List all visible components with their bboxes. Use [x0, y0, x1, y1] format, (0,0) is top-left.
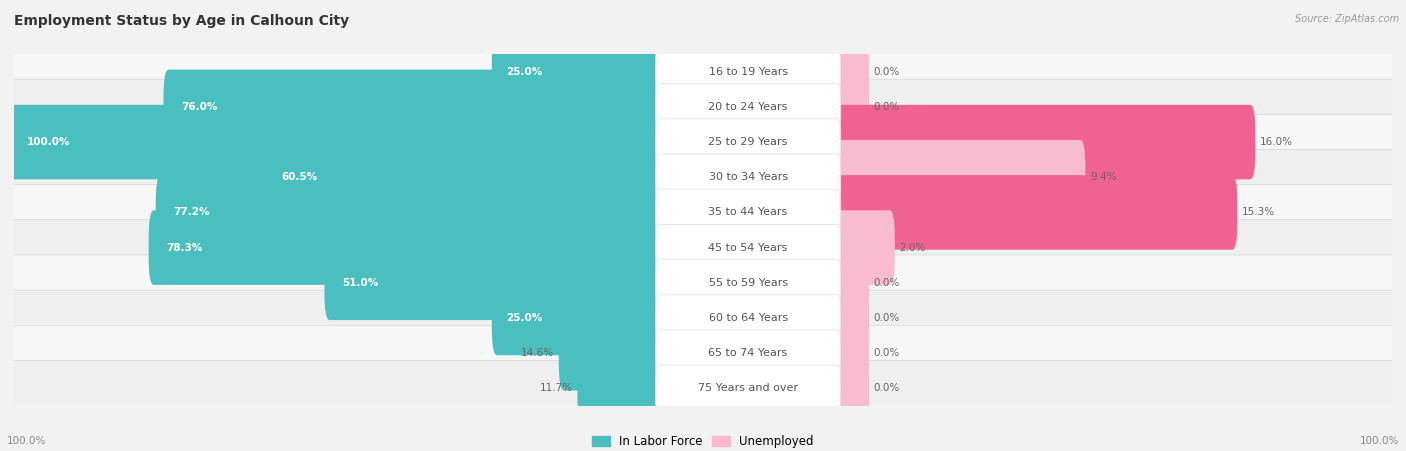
Text: 100.0%: 100.0%: [1360, 437, 1399, 446]
Text: 14.6%: 14.6%: [522, 348, 554, 358]
Text: 15.3%: 15.3%: [1241, 207, 1275, 217]
Text: 2.0%: 2.0%: [900, 243, 925, 253]
Text: 9.4%: 9.4%: [1090, 172, 1116, 182]
FancyBboxPatch shape: [8, 105, 664, 179]
Text: 76.0%: 76.0%: [181, 102, 218, 112]
Text: 35 to 44 Years: 35 to 44 Years: [709, 207, 787, 217]
Text: 78.3%: 78.3%: [167, 243, 202, 253]
Text: 0.0%: 0.0%: [873, 383, 900, 393]
Text: 0.0%: 0.0%: [873, 348, 900, 358]
FancyBboxPatch shape: [13, 44, 1393, 100]
Text: 77.2%: 77.2%: [174, 207, 211, 217]
Text: Employment Status by Age in Calhoun City: Employment Status by Age in Calhoun City: [14, 14, 349, 28]
Text: 60 to 64 Years: 60 to 64 Years: [709, 313, 787, 323]
FancyBboxPatch shape: [834, 245, 869, 320]
FancyBboxPatch shape: [655, 295, 841, 341]
FancyBboxPatch shape: [655, 119, 841, 165]
FancyBboxPatch shape: [13, 220, 1393, 276]
FancyBboxPatch shape: [655, 189, 841, 235]
FancyBboxPatch shape: [655, 49, 841, 95]
Text: Source: ZipAtlas.com: Source: ZipAtlas.com: [1295, 14, 1399, 23]
FancyBboxPatch shape: [156, 175, 664, 250]
FancyBboxPatch shape: [655, 260, 841, 306]
FancyBboxPatch shape: [13, 255, 1393, 311]
FancyBboxPatch shape: [834, 140, 1085, 215]
Text: 0.0%: 0.0%: [873, 67, 900, 77]
Text: 20 to 24 Years: 20 to 24 Years: [709, 102, 787, 112]
Text: 0.0%: 0.0%: [873, 102, 900, 112]
Text: 25 to 29 Years: 25 to 29 Years: [709, 137, 787, 147]
Text: 0.0%: 0.0%: [873, 278, 900, 288]
FancyBboxPatch shape: [655, 84, 841, 130]
FancyBboxPatch shape: [13, 184, 1393, 240]
FancyBboxPatch shape: [655, 154, 841, 200]
FancyBboxPatch shape: [13, 360, 1393, 416]
Text: 51.0%: 51.0%: [343, 278, 378, 288]
FancyBboxPatch shape: [834, 175, 1237, 250]
Legend: In Labor Force, Unemployed: In Labor Force, Unemployed: [588, 430, 818, 451]
FancyBboxPatch shape: [834, 351, 869, 426]
Text: 55 to 59 Years: 55 to 59 Years: [709, 278, 787, 288]
FancyBboxPatch shape: [492, 34, 664, 109]
FancyBboxPatch shape: [13, 79, 1393, 135]
FancyBboxPatch shape: [325, 245, 664, 320]
Text: 65 to 74 Years: 65 to 74 Years: [709, 348, 787, 358]
Text: 30 to 34 Years: 30 to 34 Years: [709, 172, 787, 182]
FancyBboxPatch shape: [834, 105, 1256, 179]
FancyBboxPatch shape: [655, 365, 841, 411]
Text: 25.0%: 25.0%: [506, 67, 543, 77]
Text: 16 to 19 Years: 16 to 19 Years: [709, 67, 787, 77]
FancyBboxPatch shape: [655, 225, 841, 271]
FancyBboxPatch shape: [13, 325, 1393, 381]
FancyBboxPatch shape: [834, 281, 869, 355]
Text: 25.0%: 25.0%: [506, 313, 543, 323]
FancyBboxPatch shape: [163, 69, 664, 144]
FancyBboxPatch shape: [558, 316, 664, 391]
FancyBboxPatch shape: [655, 330, 841, 376]
Text: 11.7%: 11.7%: [540, 383, 572, 393]
FancyBboxPatch shape: [13, 290, 1393, 346]
FancyBboxPatch shape: [263, 140, 664, 215]
FancyBboxPatch shape: [149, 210, 664, 285]
FancyBboxPatch shape: [492, 281, 664, 355]
Text: 16.0%: 16.0%: [1260, 137, 1294, 147]
Text: 60.5%: 60.5%: [281, 172, 318, 182]
FancyBboxPatch shape: [834, 34, 869, 109]
FancyBboxPatch shape: [578, 351, 664, 426]
FancyBboxPatch shape: [13, 114, 1393, 170]
FancyBboxPatch shape: [834, 210, 894, 285]
Text: 0.0%: 0.0%: [873, 313, 900, 323]
Text: 100.0%: 100.0%: [27, 137, 70, 147]
FancyBboxPatch shape: [13, 149, 1393, 205]
FancyBboxPatch shape: [834, 69, 869, 144]
Text: 75 Years and over: 75 Years and over: [697, 383, 799, 393]
Text: 100.0%: 100.0%: [7, 437, 46, 446]
FancyBboxPatch shape: [834, 316, 869, 391]
Text: 45 to 54 Years: 45 to 54 Years: [709, 243, 787, 253]
